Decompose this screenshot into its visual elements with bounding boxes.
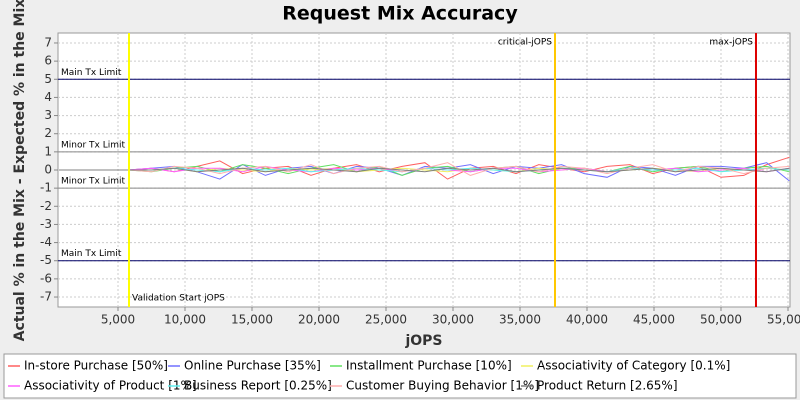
x-tick-label: 10,000	[164, 313, 206, 327]
legend-label: Installment Purchase [10%]	[346, 359, 512, 373]
y-tick-label: 7	[44, 35, 52, 49]
y-tick-label: 1	[44, 144, 52, 158]
legend-label: Online Purchase [35%]	[184, 359, 321, 373]
limit-label: Main Tx Limit	[61, 249, 122, 259]
limit-label: Minor Tx Limit	[61, 177, 126, 187]
x-tick-label: 45,000	[633, 313, 675, 327]
y-tick-label: 4	[44, 90, 52, 104]
x-tick-label: 50,000	[700, 313, 742, 327]
y-tick-label: 2	[44, 126, 52, 140]
y-tick-label: -1	[40, 181, 52, 195]
marker-label: max-jOPS	[709, 38, 753, 48]
legend-label: Product Return [2.65%]	[537, 379, 678, 393]
x-tick-label: 55,000	[767, 313, 800, 327]
y-tick-label: -3	[40, 217, 52, 231]
legend-label: Associativity of Product [1%]	[24, 379, 197, 393]
x-tick-label: 20,000	[298, 313, 340, 327]
x-tick-label: 25,000	[365, 313, 407, 327]
legend-label: Associativity of Category [0.1%]	[537, 359, 730, 373]
y-tick-label: -7	[40, 290, 52, 304]
legend	[3, 353, 797, 399]
x-tick-label: 15,000	[231, 313, 273, 327]
x-tick-label: 30,000	[432, 313, 474, 327]
y-tick-label: 5	[44, 72, 52, 86]
marker-label: critical-jOPS	[498, 38, 552, 48]
limit-label: Main Tx Limit	[61, 68, 122, 78]
legend-label: Business Report [0.25%]	[184, 379, 332, 393]
chart-title: Request Mix Accuracy	[282, 3, 518, 25]
y-axis-label: Actual % in the Mix - Expected % in the …	[12, 0, 28, 341]
y-tick-label: 3	[44, 108, 52, 122]
y-tick-label: 6	[44, 54, 52, 68]
y-tick-label: 0	[44, 163, 52, 177]
series-line	[59, 167, 790, 173]
limit-label: Minor Tx Limit	[61, 140, 126, 150]
legend-label: Customer Buying Behavior [1%]	[346, 379, 539, 393]
x-axis-label: jOPS	[404, 333, 442, 349]
y-tick-label: -6	[40, 271, 52, 285]
x-tick-label: 35,000	[499, 313, 541, 327]
y-tick-label: -2	[40, 199, 52, 213]
y-tick-label: -5	[40, 253, 52, 267]
series-line	[59, 167, 790, 173]
y-tick-label: -4	[40, 235, 52, 249]
x-tick-label: 5,000	[101, 313, 135, 327]
legend-label: In-store Purchase [50%]	[24, 359, 168, 373]
marker-label: Validation Start jOPS	[132, 294, 225, 304]
x-tick-label: 40,000	[566, 313, 608, 327]
